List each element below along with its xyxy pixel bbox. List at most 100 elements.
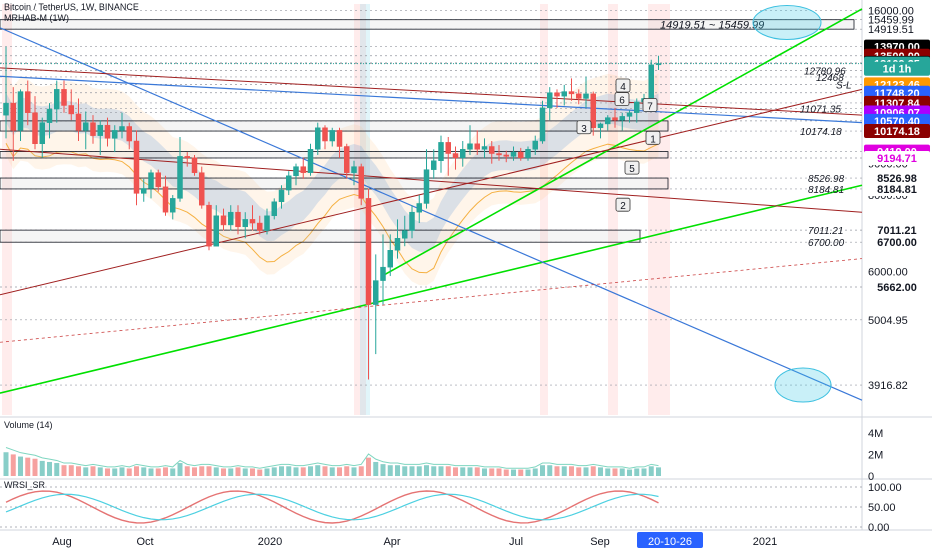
candle-body [119,126,125,131]
wave-label-7: 7 [642,98,658,112]
mrhab-cloud [6,72,659,286]
volume-bar [619,468,625,476]
volume-bar [532,468,538,476]
volume-bar [424,465,429,476]
volume-bar [228,468,234,476]
candle-body [162,186,169,213]
wave-label-5: 5 [624,160,640,175]
price-tag: 7011.21 [864,223,930,238]
candle-body [496,153,502,156]
wave-label-text: 2 [620,201,626,212]
price-tag: 8184.81 [864,181,930,196]
price-tag-bg [864,150,930,165]
rsi-pane-title[interactable]: WRSI_SR [4,480,46,490]
volume-bar [192,467,197,476]
level-text: 7011.21 [808,226,843,237]
price-tag-text: 7011.21 [877,225,916,237]
candle-body [97,124,103,136]
candle-body [445,142,451,154]
rsi-signal-line [5,493,659,521]
time-tick: Jul [509,536,523,548]
volume-bar [315,465,321,476]
mrhab-band [6,92,659,252]
wave-label-text: 5 [629,164,635,175]
candle-body [104,124,111,139]
volume-bar [503,469,509,476]
time-tick: Sep [590,536,610,548]
candle-body [54,89,60,110]
volume-bar [199,466,205,476]
candle-body [126,126,132,142]
volume-bar [474,467,480,476]
highlight-band [354,4,366,415]
candle-body [597,123,604,129]
symbol-title[interactable]: Bitcoin / TetherUS, 1W, BINANCE [4,2,139,12]
volume-pane-title[interactable]: Volume (14) [4,420,53,430]
volume-bar [656,467,661,476]
zone-label: 14919.51 ~ 15459.99 [660,20,764,32]
zone-box [0,151,669,159]
candle-body [3,102,9,116]
volume-bar [61,465,67,476]
volume-bar [351,467,357,476]
volume-bar [300,467,306,476]
volume-bar [184,466,190,476]
time-tick: Apr [383,536,400,548]
volume-bar [141,467,147,476]
price-tag: 1d 1h [864,61,930,76]
volume-bar [170,468,176,476]
level-text: 6700.00 [808,238,845,249]
volume-bar [322,466,328,476]
volume-bar [112,468,118,476]
volume-bar [337,467,342,476]
candle-body [539,107,546,142]
volume-bar [482,468,487,476]
volume-bar [163,467,168,476]
candle-body [170,198,176,213]
price-tag-text: 10174.18 [874,126,920,138]
zone-box [0,229,641,243]
wave-callout [576,120,592,135]
volume-bar [242,468,248,476]
wave-label-text: 1 [650,134,656,145]
wave-label-3: 3 [576,120,592,135]
time-tick: Oct [136,536,153,548]
price-tag-bg [864,61,930,76]
trend-line-green [0,184,863,394]
volume-bar [576,467,582,476]
volume-bar [612,468,618,476]
wave-label-text: 4 [620,82,626,93]
volume-bar [467,467,473,476]
candle-body [619,116,625,121]
price-tag: 5662.00 [864,280,930,295]
time-tick: 2020 [258,536,282,548]
price-tag-bg [864,171,930,186]
candle-body [387,250,393,268]
price-pane-bg [0,0,862,415]
candle-body [583,93,589,99]
volume-bar [590,466,596,476]
candle-body [474,143,480,150]
candle-body [68,105,74,115]
volume-bar [583,467,589,476]
candle-body [148,172,154,189]
volume-bar [3,452,9,476]
indicator-title[interactable]: MRHAB-M (1W) [4,13,69,23]
volume-bar [402,466,408,476]
candle-body [278,189,285,203]
level-text: 8526.98 [808,174,845,185]
wave-callout [624,160,640,175]
candle-body [394,238,401,251]
trend-line-blue [0,27,863,401]
highlight-band [540,4,548,415]
volume-bar [627,469,632,476]
candle-body [286,175,292,191]
candle-body [39,122,45,144]
rsi-tick: 50.00 [868,502,896,514]
volume-bar [18,456,23,476]
volume-bar [525,469,531,476]
volume-bar [438,466,444,476]
price-tag-bg [864,124,930,139]
rsi-tick: 100.00 [868,482,902,494]
